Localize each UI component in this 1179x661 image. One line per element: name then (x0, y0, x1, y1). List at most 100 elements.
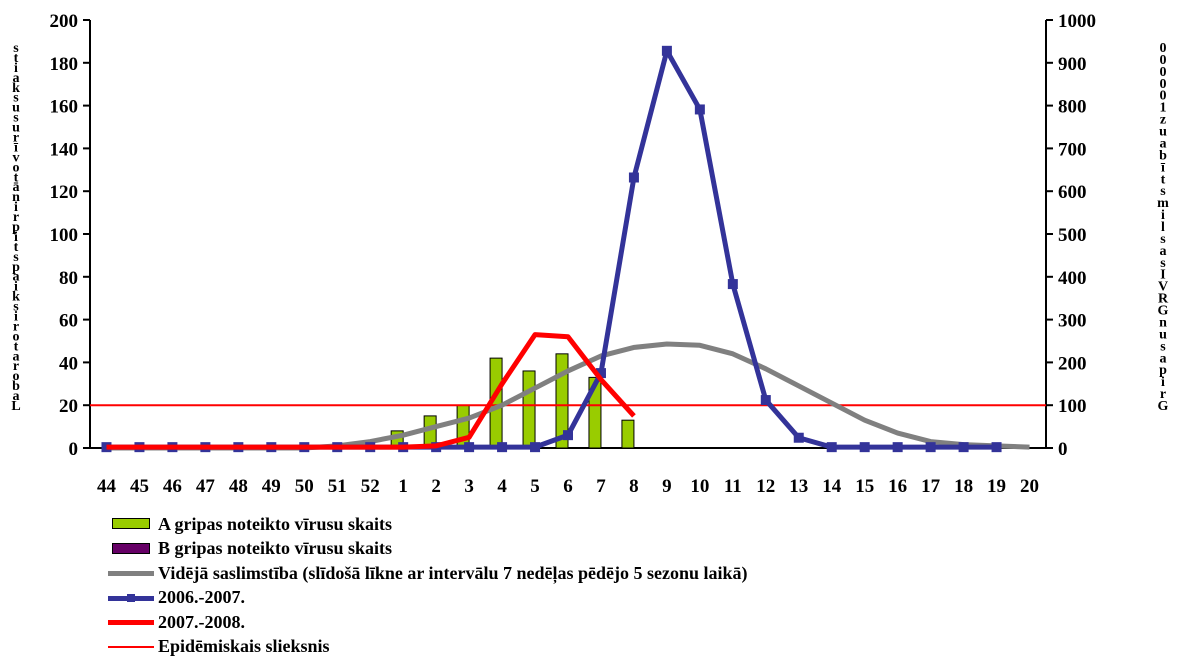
axis-title-char: 0 (1160, 65, 1167, 80)
axis-title-char: R (1158, 292, 1169, 307)
legend-label: Epidēmiskais slieksnis (158, 636, 330, 657)
axis-title-char: s (13, 111, 19, 126)
axis-title-char: k (12, 290, 20, 305)
axis-title-char: 0 (1160, 89, 1167, 104)
series-marker (530, 442, 541, 453)
axis-title-char: v (13, 150, 20, 165)
x-tick-label: 52 (361, 476, 380, 497)
axis-title-char: p (12, 220, 20, 235)
x-tick-label: 10 (690, 476, 709, 497)
axis-title-char: k (12, 81, 20, 96)
x-tick-label: 14 (822, 476, 842, 497)
axis-title-char: 0 (1160, 77, 1167, 92)
y-tick-label: 120 (50, 182, 79, 203)
x-tick-label: 11 (724, 476, 742, 497)
axis-title-char: i (14, 310, 18, 325)
series-marker (892, 442, 903, 453)
axis-title-char: i (1161, 375, 1165, 390)
x-tick-label: 48 (229, 476, 248, 497)
legend-item: Epidēmiskais slieksnis (104, 635, 748, 660)
y2-tick-label: 800 (1058, 97, 1087, 118)
axis-title-char: s (1160, 232, 1166, 247)
axis-title-char: s (13, 91, 19, 106)
x-tick-label: 19 (987, 476, 1006, 497)
legend-swatch-threshold (104, 635, 156, 659)
bar-a (522, 370, 536, 449)
y2-tick-label: 700 (1058, 139, 1087, 160)
axis-title-char: V (1158, 280, 1168, 295)
y2-tick-label: 400 (1058, 268, 1087, 289)
x-tick-label: 20 (1020, 476, 1039, 497)
bar-a (621, 419, 635, 449)
series-marker (859, 442, 870, 453)
series-marker (628, 172, 639, 183)
series-marker (497, 442, 508, 453)
axis-title-char: z (1160, 113, 1166, 128)
axis-title-char: n (12, 190, 20, 205)
axis-title-char: t (14, 240, 19, 255)
axis-title-char: r (13, 131, 19, 146)
x-tick-label: 17 (921, 476, 941, 497)
axis-title-char: b (12, 379, 20, 394)
legend-label: Vidējā saslimstība (slīdošā līkne ar int… (158, 562, 748, 583)
series-marker (958, 442, 969, 453)
axis-title-char: s (13, 250, 19, 265)
y2-tick-label: 300 (1058, 311, 1087, 332)
axis-title-char: G (1158, 399, 1169, 414)
series-marker (661, 45, 672, 56)
axis-title-char: r (13, 319, 19, 334)
series-marker (563, 430, 573, 441)
x-tick-label: 50 (295, 476, 314, 497)
axis-title-char: s (1160, 339, 1166, 354)
axis-title-char: ī (1160, 160, 1166, 175)
axis-title-char: t (14, 51, 19, 66)
legend: A gripas noteikto vīrusu skaits B gripas… (104, 512, 748, 659)
y-tick-label: 200 (50, 11, 79, 32)
x-tick-label: 3 (464, 476, 474, 497)
series-marker (727, 279, 738, 290)
y2-tick-label: 0 (1058, 439, 1068, 460)
series-marker (694, 104, 705, 115)
series-marker (464, 442, 475, 453)
legend-item: 2006.-2007. (104, 586, 748, 611)
axis-title-char: o (13, 329, 20, 344)
legend-swatch-line-average (104, 561, 156, 585)
legend-label: A gripas noteikto vīrusu skaits (158, 513, 393, 534)
series-line-2006 (106, 48, 997, 450)
legend-swatch-line-2006 (104, 586, 156, 610)
axis-title-char: s (1160, 184, 1166, 199)
axis-title-char: 1 (1160, 101, 1167, 116)
tick-labels: 0204060801001201401601802000100200300400… (50, 11, 1097, 497)
x-tick-label: 49 (262, 476, 281, 497)
legend-item: B gripas noteikto vīrusu skaits (104, 537, 748, 562)
axis-title-char: u (12, 121, 20, 136)
x-tick-label: 7 (596, 476, 606, 497)
x-tick-label: 45 (130, 476, 149, 497)
y-tick-label: 80 (59, 268, 78, 289)
axis-title-char: u (1159, 327, 1167, 342)
axis-title-char: a (13, 71, 20, 86)
axis-title-char: l (1161, 220, 1165, 235)
series-line-2007 (106, 332, 636, 450)
y-tick-label: 60 (59, 311, 78, 332)
axis-title-char: 0 (1160, 41, 1167, 56)
x-tick-label: 1 (398, 476, 408, 497)
axis-title-char: i (14, 230, 18, 245)
legend-item: Vidējā saslimstība (slīdošā līkne ar int… (104, 561, 748, 586)
series-marker (760, 395, 771, 406)
axis-title-char: s (1160, 256, 1166, 271)
y2-tick-label: 900 (1058, 54, 1087, 75)
axis-title-char: u (1159, 125, 1167, 140)
axis-title-char: ā (13, 180, 20, 195)
legend-label: 2006.-2007. (158, 587, 245, 608)
x-tick-label: 46 (163, 476, 182, 497)
axis-title-char: i (14, 200, 18, 215)
series-marker (925, 442, 936, 453)
y-tick-label: 140 (50, 139, 79, 160)
y-tick-label: 0 (69, 439, 79, 460)
y2-tick-label: 600 (1058, 182, 1087, 203)
axis-title-char: L (11, 399, 20, 414)
